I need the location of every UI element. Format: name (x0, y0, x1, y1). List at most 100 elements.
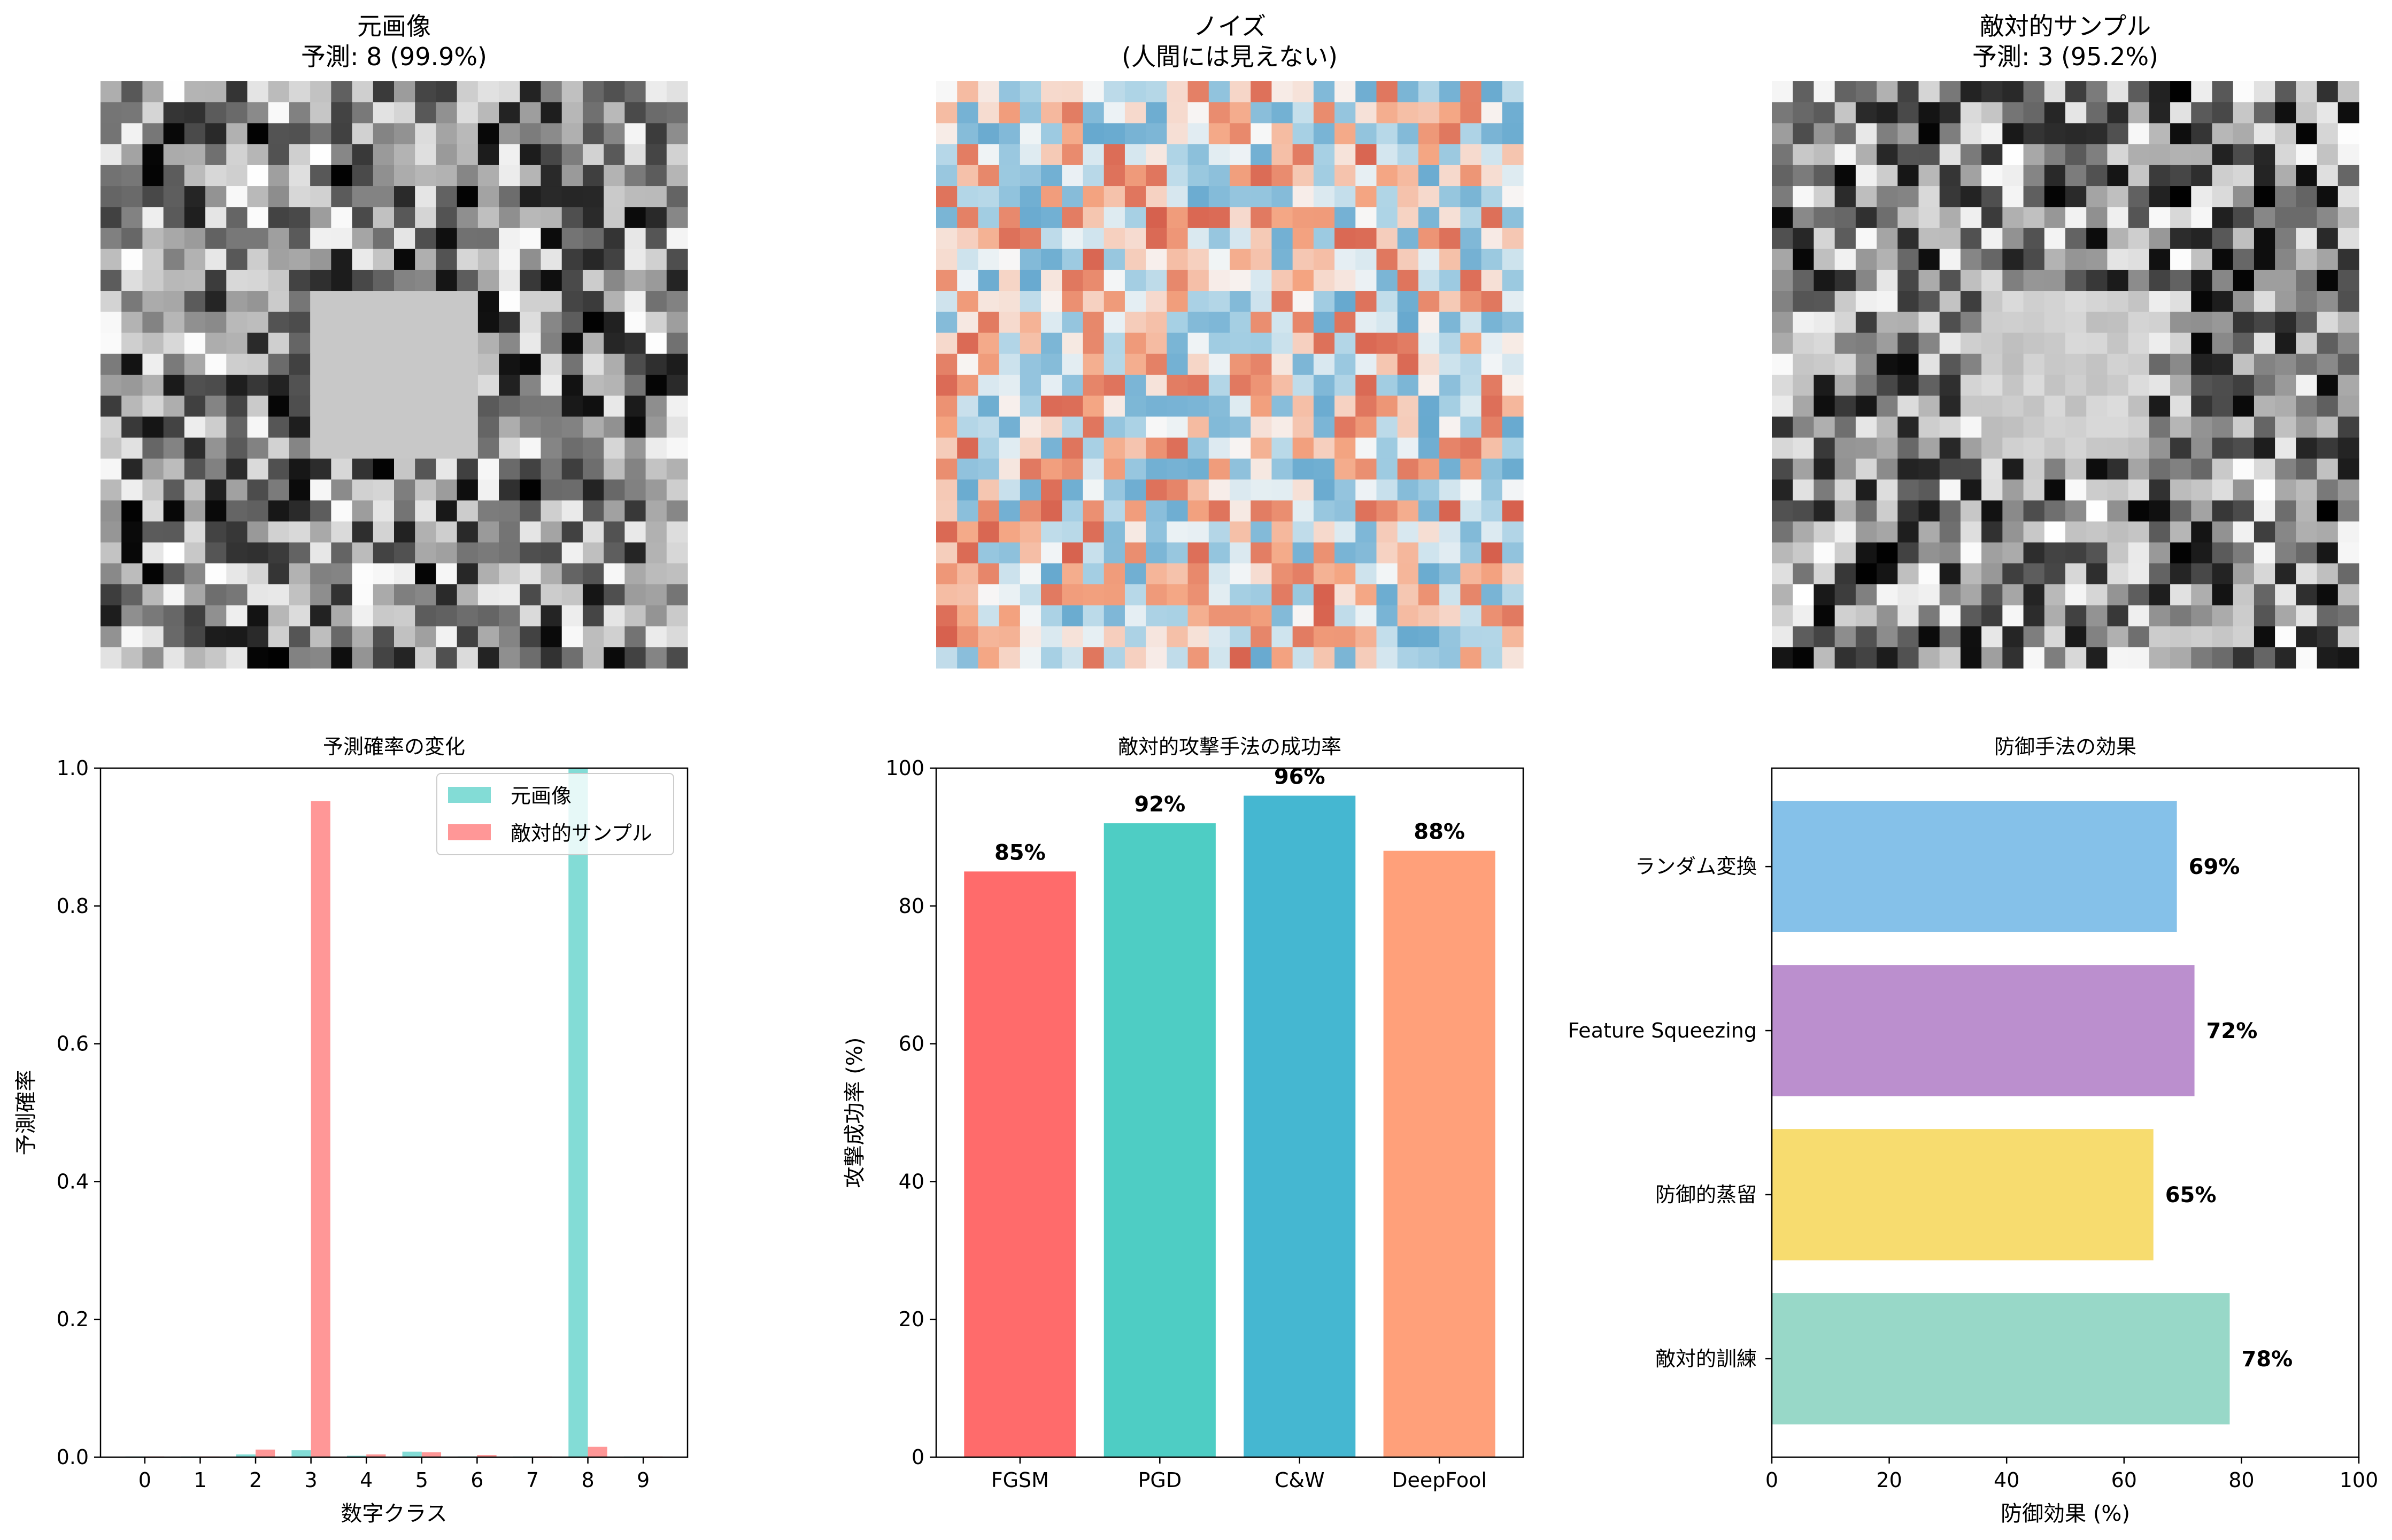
pixel (1814, 375, 1835, 396)
pixel (394, 123, 415, 145)
pixel (520, 123, 542, 145)
pixel (2337, 249, 2359, 270)
pixel (1355, 458, 1377, 480)
pixel (1376, 396, 1398, 417)
pixel (978, 332, 1000, 354)
pixel (2191, 144, 2213, 166)
pixel (1877, 81, 1898, 103)
pixel (1062, 186, 1084, 207)
pixel (205, 102, 227, 124)
pixel (666, 102, 688, 124)
pixel (1481, 207, 1503, 229)
pixel (1062, 375, 1084, 396)
pixel (142, 626, 164, 648)
pixel (2233, 165, 2255, 187)
pixel (2170, 605, 2192, 627)
pixel (352, 207, 374, 229)
pixel (477, 500, 499, 522)
pixel (2086, 437, 2108, 459)
pixel (582, 416, 604, 438)
pixel (1334, 605, 1356, 627)
pixel (142, 81, 164, 103)
pixel (1481, 396, 1503, 417)
pixel (1772, 165, 1793, 187)
pixel (1230, 249, 1251, 270)
pixel (2337, 563, 2359, 585)
pixel (268, 332, 290, 354)
pixel (121, 123, 143, 145)
pixel (1939, 542, 1961, 564)
y-axis-label: 予測確率 (14, 1070, 38, 1156)
pixel (2107, 165, 2129, 187)
pixel (645, 165, 667, 187)
pixel (1104, 542, 1125, 564)
pixel (121, 542, 143, 564)
pixel (352, 312, 374, 334)
pixel (1041, 81, 1062, 103)
pixel (1397, 228, 1419, 250)
pixel (2002, 353, 2024, 375)
pixel (2191, 563, 2213, 585)
pixel (352, 458, 374, 480)
pixel (2002, 437, 2024, 459)
y-tick-label: 100 (885, 756, 924, 780)
pixel (1397, 312, 1419, 334)
pixel (2337, 375, 2359, 396)
pixel (1355, 626, 1377, 648)
pixel (999, 332, 1021, 354)
pixel (499, 123, 520, 145)
pixel (1793, 584, 1815, 606)
pixel (415, 332, 437, 354)
pixel (499, 500, 520, 522)
pixel (436, 249, 458, 270)
pixel (226, 228, 248, 250)
pixel (1793, 416, 1815, 438)
pixel (373, 626, 395, 648)
pixel (1502, 500, 1524, 522)
pixel (2086, 353, 2108, 375)
pixel (2086, 228, 2108, 250)
pixel (541, 165, 562, 187)
pixel (561, 291, 583, 312)
pixel (1062, 626, 1084, 648)
axes-frame (99, 767, 689, 1458)
pixel (1939, 102, 1961, 124)
pixel (2023, 437, 2045, 459)
pixel (582, 269, 604, 291)
pixel (1124, 249, 1146, 270)
pixel (1020, 479, 1041, 501)
pixel (2002, 249, 2024, 270)
pixel (999, 228, 1021, 250)
pixel (1439, 332, 1461, 354)
pixel (184, 479, 206, 501)
pixel (2337, 123, 2359, 145)
pixel (2023, 542, 2045, 564)
pixel (499, 144, 520, 166)
pixel (2233, 647, 2255, 669)
pixel (936, 375, 958, 396)
pixel (415, 437, 437, 459)
pixel (2296, 396, 2318, 417)
pixel (184, 353, 206, 375)
pixel (2128, 144, 2150, 166)
legend-swatch-adversarial (448, 824, 491, 840)
pixel (957, 416, 979, 438)
pixel (1793, 269, 1815, 291)
pixel (2191, 396, 2213, 417)
pixel (1251, 291, 1272, 312)
pixel (1041, 396, 1062, 417)
pixel (1960, 375, 1982, 396)
pixel (2149, 207, 2171, 229)
pixel (499, 102, 520, 124)
pixel (978, 249, 1000, 270)
pixel (1124, 521, 1146, 543)
pixel (499, 228, 520, 250)
pixel (1104, 458, 1125, 480)
pixel (957, 186, 979, 207)
pixel (2044, 584, 2066, 606)
pixel (1313, 500, 1335, 522)
pixel (1772, 332, 1793, 354)
pixel (1481, 458, 1503, 480)
pixel (1502, 269, 1524, 291)
pixel (624, 479, 646, 501)
